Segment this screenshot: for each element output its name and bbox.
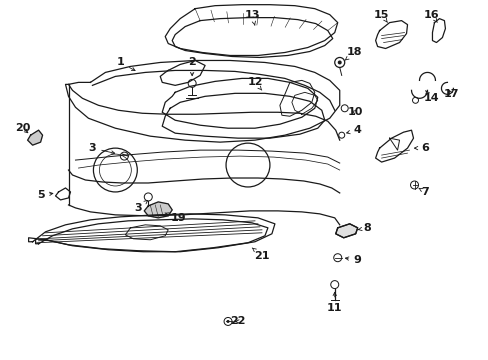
Text: 20: 20 [15,123,30,133]
Text: 17: 17 [443,89,458,99]
Text: 11: 11 [326,292,342,312]
Text: 16: 16 [423,10,438,22]
Circle shape [337,60,341,64]
Polygon shape [144,202,172,218]
Text: 2: 2 [188,58,196,76]
Text: 3: 3 [134,201,147,213]
Text: 1: 1 [116,58,135,71]
Text: 9: 9 [345,255,361,265]
Text: 22: 22 [230,316,245,327]
Text: 14: 14 [423,90,438,103]
Text: 15: 15 [373,10,388,22]
Text: 7: 7 [418,187,428,197]
Text: 19: 19 [164,213,185,223]
Text: 12: 12 [247,77,262,90]
Circle shape [226,320,229,323]
Text: 10: 10 [347,107,363,117]
Polygon shape [335,224,357,238]
Text: 6: 6 [414,143,428,153]
Text: 3: 3 [88,143,115,154]
Text: 18: 18 [344,48,362,60]
Polygon shape [27,130,42,145]
Text: 8: 8 [357,223,371,233]
Text: 4: 4 [346,125,361,135]
Text: 21: 21 [252,248,269,261]
Text: 5: 5 [37,190,53,200]
Text: 13: 13 [244,10,259,25]
